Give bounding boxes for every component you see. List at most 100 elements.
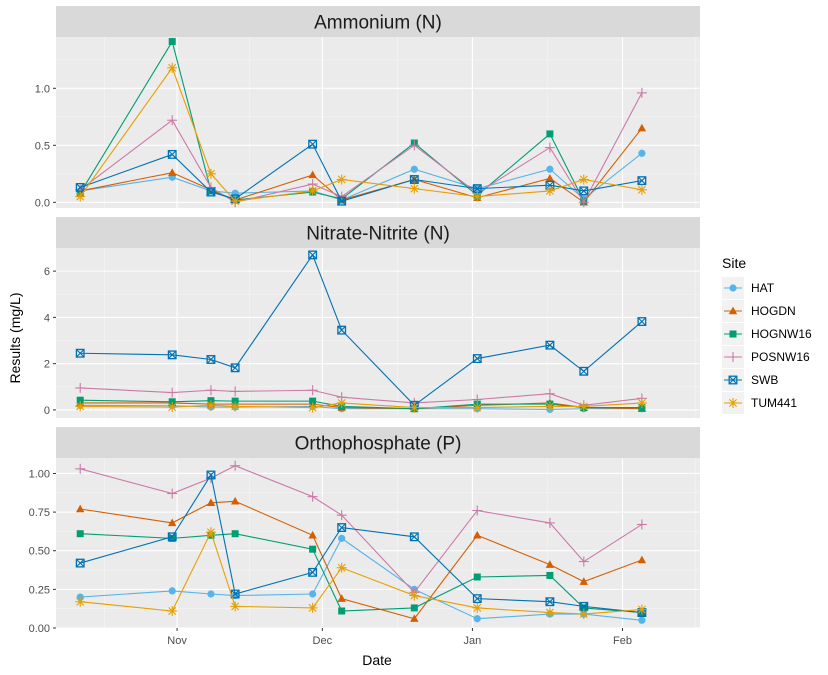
data-point [544, 401, 555, 412]
data-point [636, 184, 647, 195]
strip-background [56, 6, 700, 37]
legend-item-posnw16: POSNW16 [722, 346, 810, 368]
data-point [309, 590, 317, 598]
data-point [167, 606, 178, 616]
legend-label: TUM441 [751, 396, 797, 410]
data-point [545, 597, 555, 607]
legend-item-hat: HAT [722, 277, 775, 299]
panel-ammonium-n: Ammonium (N) 0.0 0.5 1.0 [35, 6, 700, 209]
data-point [472, 602, 483, 613]
panel-nitrate-nitrite-n: Nitrate-Nitrite (N) 0 2 4 6 [44, 217, 700, 418]
data-point [205, 527, 216, 538]
legend-key-marker [729, 330, 737, 338]
data-point [167, 532, 177, 542]
data-point [336, 191, 347, 202]
x-tick-label: Feb [613, 635, 632, 647]
data-point [637, 123, 647, 132]
data-point [578, 609, 589, 620]
data-point [410, 604, 418, 612]
data-point [636, 519, 647, 530]
legend-item-hogdn: HOGDN [722, 300, 796, 322]
data-point [231, 397, 239, 405]
data-point [168, 518, 177, 527]
legend-label: POSNW16 [751, 350, 810, 364]
data-point [230, 496, 240, 505]
data-point [167, 62, 178, 73]
data-point [168, 168, 177, 176]
data-point [578, 197, 589, 208]
y-tick-label: 0 [44, 405, 50, 417]
data-point [308, 567, 318, 577]
data-point [167, 488, 178, 499]
data-point [338, 607, 346, 615]
legend-key-marker [728, 398, 738, 408]
data-point [637, 555, 647, 564]
series-tum441 [75, 527, 647, 620]
data-point [546, 165, 554, 173]
data-point [473, 615, 481, 623]
series-swb [75, 470, 647, 617]
y-tick-label: 0.0 [35, 197, 50, 209]
data-point [230, 196, 241, 207]
y-tick-label: 4 [44, 312, 50, 324]
data-point [308, 530, 317, 539]
data-point [472, 402, 483, 413]
data-point [205, 400, 216, 411]
data-point [636, 397, 647, 408]
data-point [337, 594, 346, 602]
y-tick-label: 1.0 [35, 83, 50, 95]
data-point [168, 587, 176, 595]
legend-key-marker [728, 375, 738, 385]
panels-layer: Ammonium (N) 0.0 0.5 1.0 Nitrate-Nitrite (N)… [29, 6, 700, 635]
data-point [75, 596, 86, 607]
data-point [336, 562, 347, 573]
x-axis-title: Date [362, 652, 392, 668]
series-hogdn [76, 496, 647, 622]
legend-item-swb: SWB [722, 369, 778, 391]
data-point [206, 187, 216, 197]
data-point [231, 530, 239, 538]
data-point [473, 573, 481, 581]
data-point [75, 191, 86, 202]
data-point [410, 165, 418, 173]
panel-background [56, 458, 700, 628]
series-swb [75, 250, 647, 410]
data-point [579, 577, 588, 585]
data-point [307, 185, 318, 196]
data-point [337, 196, 347, 206]
legend-item-hognw16: HOGNW16 [722, 323, 812, 345]
data-point [308, 139, 318, 149]
data-point [205, 385, 216, 396]
data-point [207, 590, 215, 598]
data-point [337, 325, 347, 335]
legend-label: HAT [751, 281, 775, 295]
data-point [206, 498, 216, 507]
legend-key-marker [729, 284, 737, 292]
legend-key-marker [728, 352, 738, 362]
data-point [75, 348, 85, 358]
data-point [578, 401, 589, 412]
panel-orthophosphate-p: Orthophosphate (P) 0.00 0.25 0.50 0.75 1.00 [29, 427, 700, 635]
data-point [75, 463, 86, 474]
y-tick-label: 0.50 [29, 546, 50, 558]
data-point [579, 186, 589, 196]
y-tick-label: 0.5 [35, 140, 50, 152]
data-point [578, 556, 589, 567]
data-point [546, 571, 554, 579]
x-tick-label: Nov [167, 635, 187, 647]
data-point [472, 191, 483, 202]
data-point [544, 388, 555, 399]
data-point [76, 530, 84, 538]
legend-label: HOGDN [751, 304, 796, 318]
data-point [638, 616, 646, 624]
data-point [205, 182, 216, 193]
data-point [580, 604, 588, 612]
data-point [409, 532, 419, 542]
data-point [472, 354, 482, 364]
data-point [545, 173, 555, 182]
x-axis: Nov Dec Jan Feb [167, 628, 632, 647]
legend-label: SWB [751, 373, 778, 387]
data-point [338, 534, 346, 542]
data-point [637, 176, 647, 186]
data-point [409, 140, 420, 151]
